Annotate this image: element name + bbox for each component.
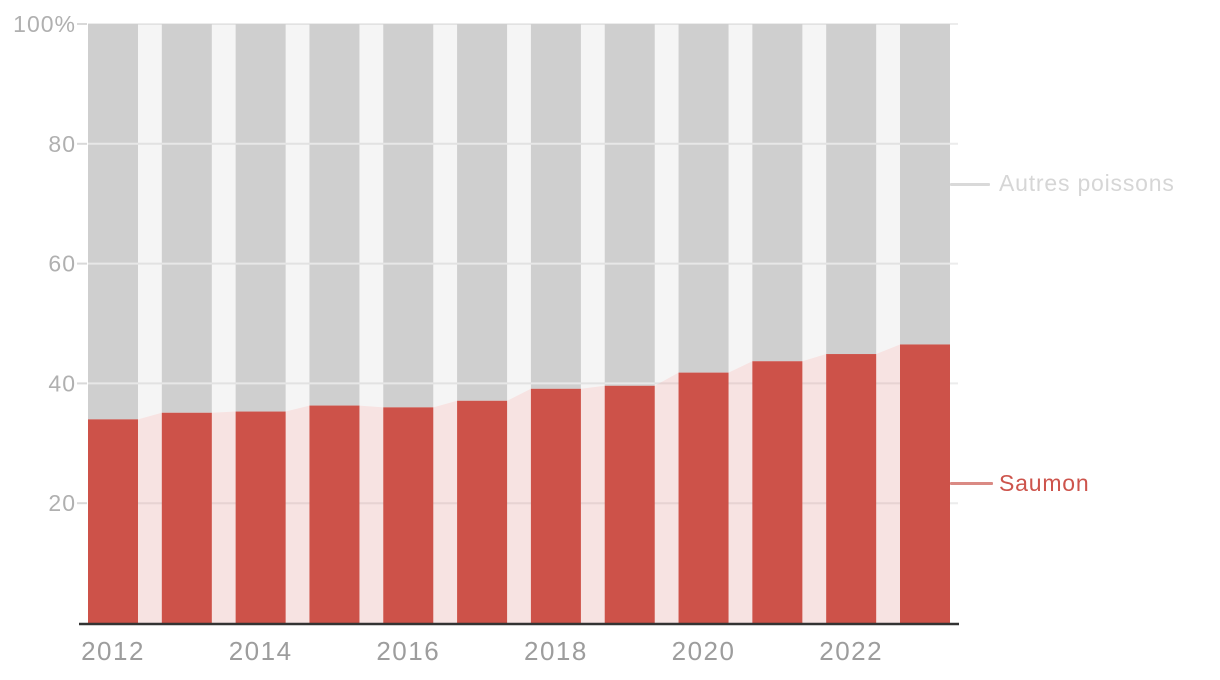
svg-text:2022: 2022 [819,636,883,666]
legend-label-autres-poissons: Autres poissons [999,170,1175,197]
svg-text:2014: 2014 [229,636,293,666]
svg-text:2016: 2016 [376,636,440,666]
svg-text:100%: 100% [13,11,76,37]
svg-text:2020: 2020 [672,636,736,666]
legend-connector-line-autres [950,182,990,186]
legend-label-saumon: Saumon [999,469,1090,496]
svg-text:2012: 2012 [81,636,145,666]
svg-text:2018: 2018 [524,636,588,666]
svg-text:60: 60 [48,251,76,277]
svg-text:20: 20 [48,490,76,516]
svg-text:80: 80 [48,131,76,157]
svg-text:40: 40 [48,370,76,396]
legend-connector-line-saumon [950,482,993,486]
